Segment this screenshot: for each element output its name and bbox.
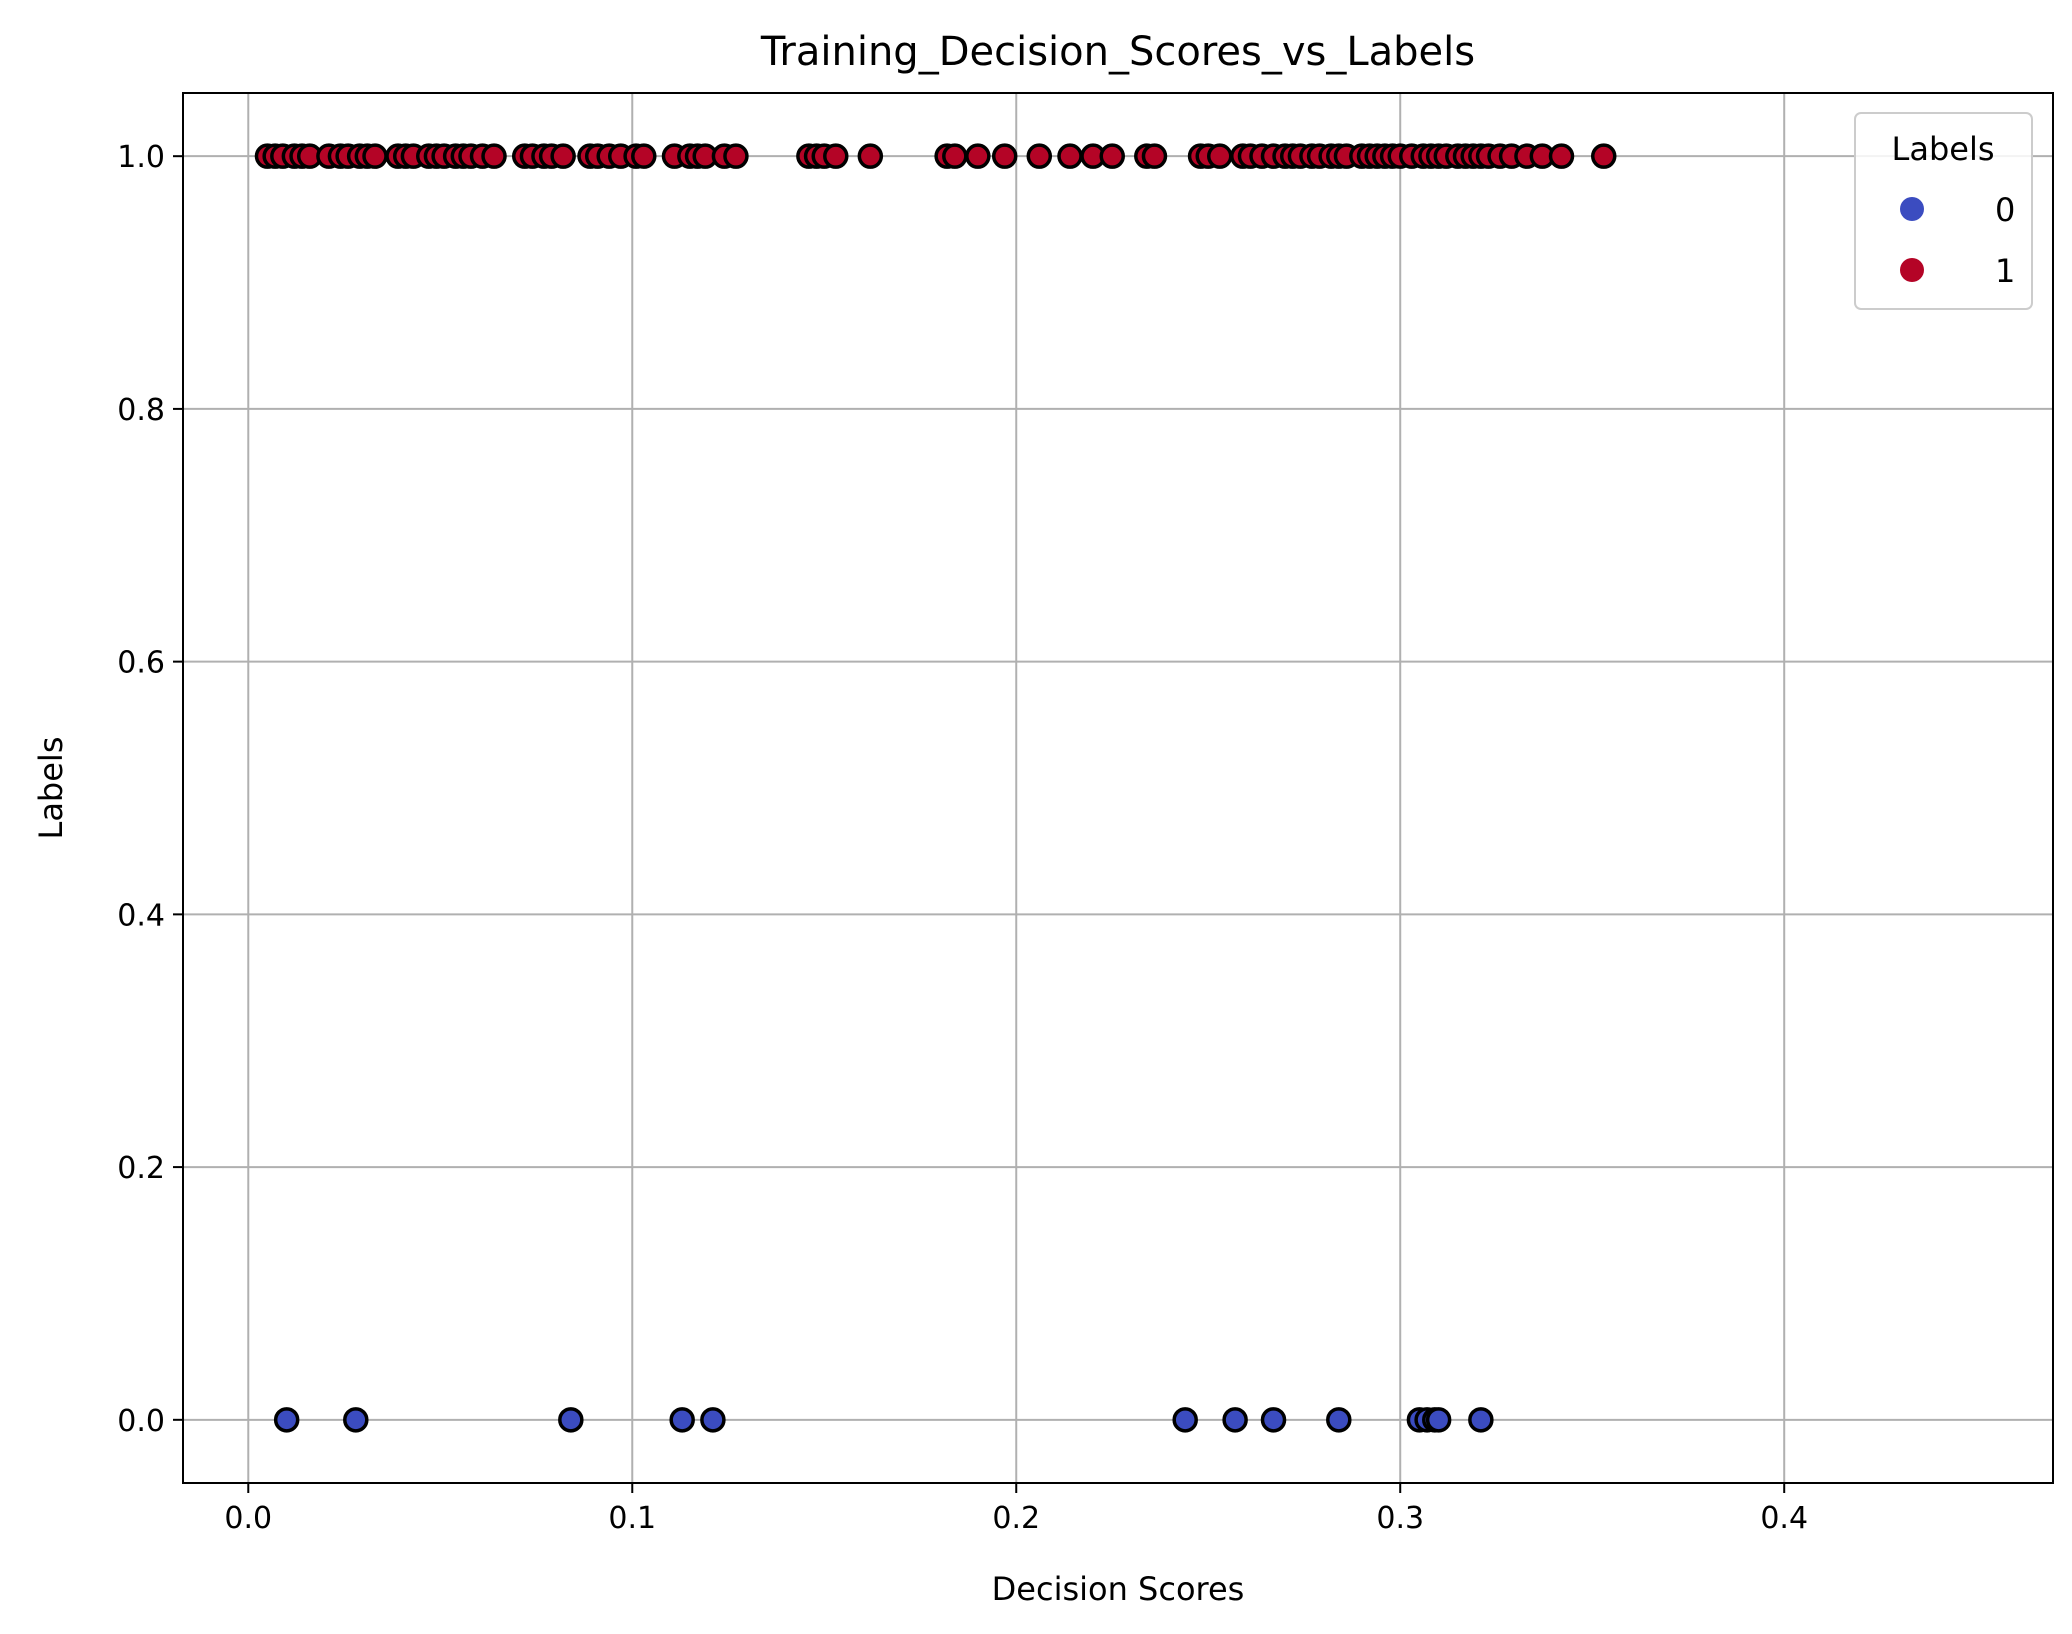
data-point: [550, 143, 576, 169]
y-tick-label: 0.2: [117, 1151, 165, 1186]
legend-label-1: 1: [1995, 252, 2015, 290]
y-axis-ticks: 0.0 0.2 0.4 0.6 0.8 1.0: [117, 140, 183, 1439]
y-axis-label: Labels: [32, 737, 70, 840]
data-point: [273, 1407, 300, 1433]
y-tick-label: 0.0: [117, 1404, 165, 1439]
data-point: [631, 143, 657, 169]
data-point: [1548, 143, 1575, 169]
data-points: [254, 143, 1617, 1433]
data-point: [343, 1407, 369, 1433]
data-point: [991, 143, 1018, 169]
data-point: [1590, 143, 1617, 169]
data-point: [362, 143, 388, 169]
data-point: [823, 143, 849, 169]
x-tick-label: 0.0: [224, 1501, 272, 1536]
legend-box: [1854, 112, 2033, 310]
legend-label-0: 0: [1995, 191, 2015, 229]
chart-title: Training_Decision_Scores_vs_Labels: [760, 29, 1475, 75]
y-tick-label: 0.4: [117, 898, 165, 933]
data-point: [1222, 1407, 1248, 1433]
x-tick-label: 0.4: [1760, 1501, 1808, 1536]
data-point: [1468, 1407, 1494, 1433]
y-tick-label: 0.8: [117, 393, 165, 428]
data-point: [723, 143, 749, 169]
data-point: [1425, 1407, 1452, 1433]
data-point: [558, 1407, 584, 1433]
plot-frame: [182, 92, 2054, 1484]
data-point: [669, 1407, 695, 1433]
data-point: [1172, 1407, 1198, 1433]
data-point: [1207, 143, 1233, 169]
x-axis-ticks: 0.0 0.1 0.2 0.3 0.4: [224, 1483, 1808, 1536]
legend: Labels 0 1: [1854, 112, 2033, 310]
data-point: [857, 143, 884, 169]
legend-marker-0: [1900, 197, 1924, 221]
data-point: [481, 143, 507, 169]
y-tick-label: 1.0: [117, 140, 165, 175]
data-point: [1026, 143, 1053, 169]
data-point: [942, 143, 968, 169]
data-point: [700, 1407, 726, 1433]
data-point: [965, 143, 991, 169]
legend-title: Labels: [1892, 130, 1995, 168]
data-point: [1057, 143, 1083, 169]
x-tick-label: 0.2: [992, 1501, 1040, 1536]
data-point: [1326, 1407, 1352, 1433]
x-axis-label: Decision Scores: [992, 1570, 1245, 1608]
x-tick-label: 0.3: [1376, 1501, 1424, 1536]
y-tick-label: 0.6: [117, 646, 165, 681]
legend-marker-1: [1900, 258, 1924, 282]
data-point: [1099, 143, 1125, 169]
data-point: [1141, 143, 1168, 169]
data-point: [1260, 1407, 1287, 1433]
x-tick-label: 0.1: [608, 1501, 656, 1536]
